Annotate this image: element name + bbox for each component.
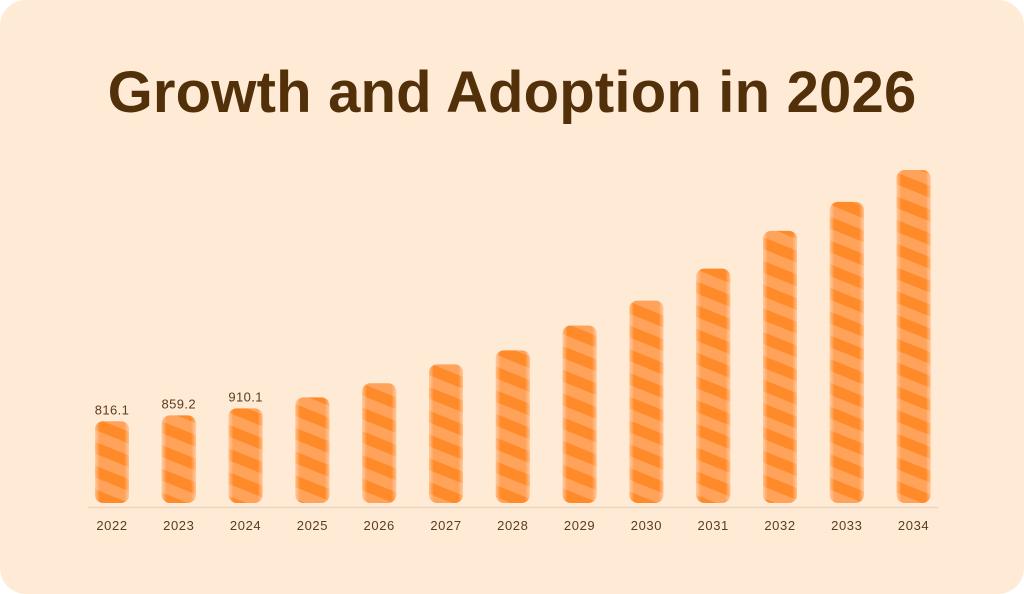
data-label-2023: 859.2 — [162, 396, 197, 411]
data-labels-group: 816.1 859.2 910.1 — [95, 389, 263, 417]
x-tick-label-2034: 2034 — [898, 518, 929, 533]
x-tick-label-2025: 2025 — [297, 518, 328, 533]
x-tick-label-2022: 2022 — [96, 518, 127, 533]
data-label-2022: 816.1 — [95, 402, 130, 417]
x-tick-label-2028: 2028 — [497, 518, 528, 533]
x-tick-label-2033: 2033 — [831, 518, 862, 533]
x-tick-label-2031: 2031 — [698, 518, 729, 533]
bar-edge-shade-2027 — [429, 364, 463, 503]
data-label-2024: 910.1 — [228, 389, 263, 404]
chart-title: Growth and Adoption in 2026 — [107, 60, 917, 125]
bar-edge-shade-2024 — [228, 408, 263, 503]
x-tick-label-2024: 2024 — [230, 518, 261, 533]
bar-edge-shade-2025 — [295, 397, 330, 503]
x-tick-label-2027: 2027 — [430, 518, 461, 533]
bar-edge-shade-2034 — [896, 170, 931, 503]
bar-edge-shade-2029 — [562, 325, 597, 503]
x-tick-label-2032: 2032 — [764, 518, 795, 533]
bar-edge-shade-2031 — [696, 268, 731, 503]
bars-group — [95, 170, 931, 503]
bar-edge-shade-2022 — [95, 421, 129, 503]
x-tick-label-2023: 2023 — [163, 518, 194, 533]
x-tick-label-2030: 2030 — [631, 518, 662, 533]
x-tick-label-2026: 2026 — [364, 518, 395, 533]
bar-edge-shade-2023 — [161, 415, 196, 503]
bar-edge-shade-2026 — [362, 383, 397, 503]
bar-edge-shade-2030 — [629, 300, 664, 503]
x-tick-label-2029: 2029 — [564, 518, 595, 533]
bar-edge-shade-2028 — [495, 350, 530, 503]
bar-edge-shade-2032 — [763, 230, 797, 503]
x-tick-labels-group: 2022 2023 2024 2025 2026 2027 2028 2029 2030 2031… — [96, 518, 929, 533]
bar-edge-shade-2033 — [829, 201, 864, 503]
